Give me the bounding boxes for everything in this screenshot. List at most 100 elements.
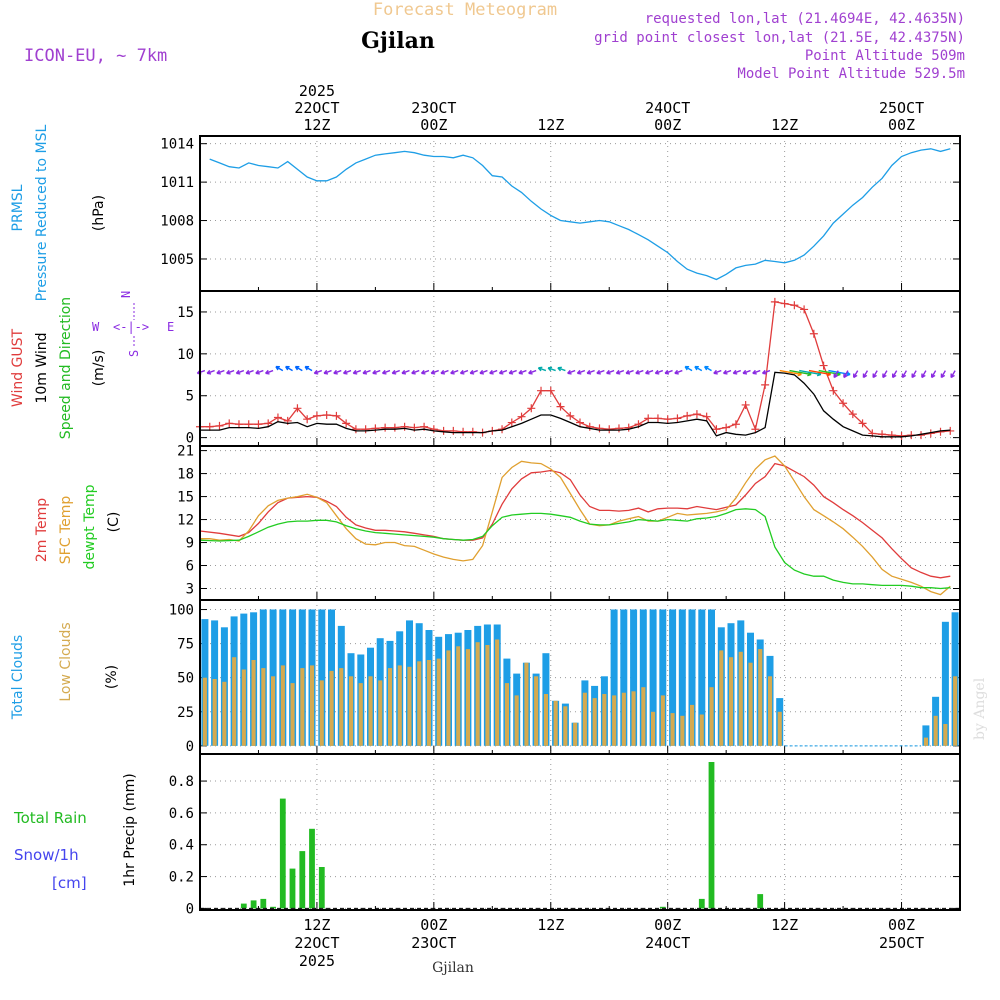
low-clouds-bar <box>758 649 763 746</box>
total-rain-bar <box>309 828 315 909</box>
wind-direction-arrow <box>940 370 946 379</box>
wind-direction-arrow <box>567 369 576 375</box>
wind-direction-arrow <box>882 370 888 379</box>
low-clouds-bar <box>690 704 695 746</box>
low-clouds-bar <box>524 662 529 746</box>
wind-direction-arrow <box>547 366 556 372</box>
wind-direction-arrow <box>206 369 215 375</box>
model-label: ICON-EU, ~ 7km <box>24 46 167 66</box>
gust-marker <box>829 386 838 395</box>
y-tick-label: 0 <box>186 739 194 755</box>
low-clouds-bar <box>563 706 568 746</box>
gust-marker <box>449 426 458 435</box>
bottom-axis-label: 12Z <box>771 916 798 934</box>
wind-direction-arrow <box>596 369 605 375</box>
low-clouds-bar <box>417 661 422 746</box>
top-axis-label: 12Z <box>771 116 798 134</box>
low-clouds-bar <box>310 665 315 746</box>
chart-title: Forecast Meteogram <box>373 0 557 20</box>
low-clouds-bar <box>446 650 451 746</box>
wind-direction-arrow <box>713 369 722 375</box>
total-clouds-bar <box>941 621 949 746</box>
y-tick-label: 1008 <box>160 214 194 230</box>
gust-marker <box>332 411 341 420</box>
wind-direction-arrow <box>901 370 908 379</box>
wind-direction-arrow <box>862 370 869 379</box>
bottom-axis-label: 25OCT <box>879 934 924 952</box>
low-clouds-bar <box>290 683 295 746</box>
gust-marker <box>225 419 234 428</box>
point-altitude: Point Altitude 509m <box>805 48 965 64</box>
wind-label: 10m Wind <box>34 332 50 403</box>
precip-unit: 1hr Precip (mm) <box>122 773 138 886</box>
wind-direction-arrow <box>518 369 527 375</box>
wind-direction-arrow <box>411 369 420 375</box>
low-clouds-label: Low Clouds <box>58 622 74 701</box>
wind-direction-arrow <box>391 369 400 375</box>
wind-direction-arrow <box>891 370 898 379</box>
wind-direction-arrow <box>761 369 771 375</box>
wind-direction-arrow <box>635 369 644 375</box>
low-clouds-bar <box>933 715 938 746</box>
wind-direction-arrow <box>235 369 245 375</box>
requested-coords: requested lon,lat (21.4694E, 42.4635N) <box>645 11 965 27</box>
top-axis-label: 23OCT <box>411 99 456 117</box>
wind-direction-arrow <box>469 369 478 375</box>
total-rain-bar <box>318 867 325 909</box>
wind-direction-arrow <box>852 370 859 379</box>
dewpt-temp-line <box>199 508 951 590</box>
2m-temp-line <box>199 462 951 579</box>
compass-west: W <box>92 320 100 334</box>
gust-marker <box>517 412 526 421</box>
temp-unit: (C) <box>106 512 122 533</box>
low-clouds-bar <box>651 711 656 746</box>
y-tick-label: 21 <box>177 444 194 460</box>
gust-marker <box>312 411 321 420</box>
total-rain-bar <box>708 762 715 909</box>
location-title: Gjilan <box>361 28 435 54</box>
temperature-panel: 3 6 9 12 15 18 21 <box>177 444 961 601</box>
wind-direction-arrow <box>226 369 235 375</box>
footer-location: Gjilan <box>432 960 474 976</box>
total-clouds-bar <box>649 609 657 746</box>
y-tick-label: 1011 <box>160 175 194 191</box>
wind-gust-line <box>200 301 951 437</box>
wind-direction-arrow <box>333 369 342 375</box>
wind-direction-arrow <box>196 369 206 375</box>
low-clouds-bar <box>573 722 578 746</box>
low-clouds-bar <box>534 676 539 746</box>
wind-direction-arrow <box>381 369 391 375</box>
y-tick-label: 3 <box>186 582 194 598</box>
wind-direction-arrow <box>684 365 693 372</box>
low-clouds-bar <box>738 651 743 746</box>
gust-marker <box>576 418 584 427</box>
gust-marker <box>673 414 682 423</box>
wind-direction-arrow <box>450 369 459 375</box>
low-clouds-bar <box>349 676 354 746</box>
wind-direction-arrow <box>615 369 625 375</box>
top-axis-label: 25OCT <box>879 99 924 117</box>
total-rain-bar <box>250 900 257 909</box>
gust-marker <box>205 422 214 431</box>
low-clouds-bar <box>504 683 509 746</box>
gust-marker <box>731 420 740 429</box>
low-clouds-bar <box>456 646 461 746</box>
total-clouds-bar <box>669 609 677 746</box>
gust-marker <box>381 423 390 432</box>
wind-direction-arrow <box>313 369 323 375</box>
gust-marker <box>303 415 312 424</box>
total-rain-bar <box>279 798 286 909</box>
y-tick-label: 18 <box>177 467 194 483</box>
wind-direction-arrow <box>843 370 849 379</box>
low-clouds-bar <box>388 668 393 746</box>
low-clouds-bar <box>436 658 441 746</box>
total-clouds-label: Total Clouds <box>10 635 26 720</box>
wind-direction-arrow <box>742 369 751 375</box>
low-clouds-bar <box>748 662 753 746</box>
gust-marker <box>537 386 546 395</box>
y-tick-label: 1014 <box>160 137 194 153</box>
y-tick-label: 6 <box>186 559 194 575</box>
y-tick-label: 0 <box>186 901 194 917</box>
clouds-panel: 0 25 50 75 100 <box>169 599 961 755</box>
